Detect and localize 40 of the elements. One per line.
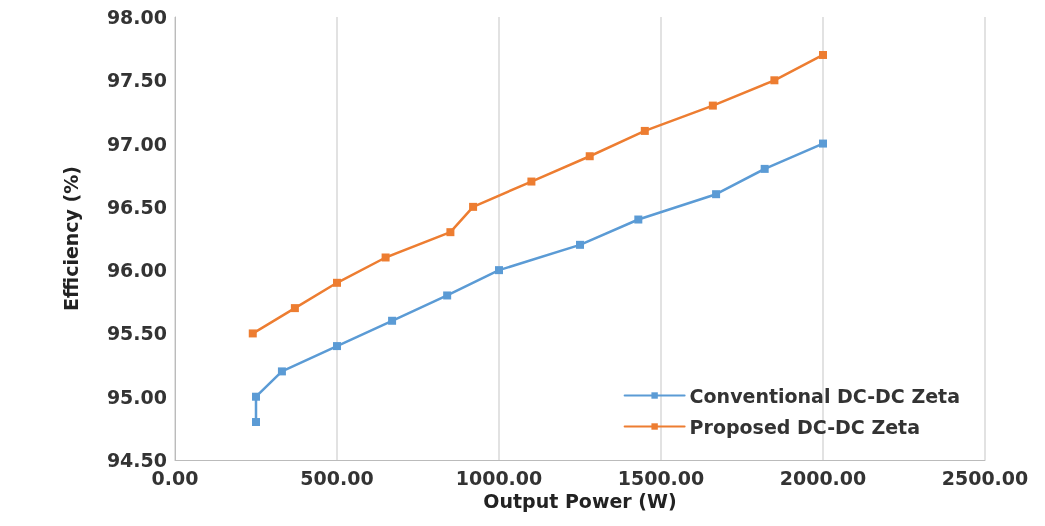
- x-tick-label: 500.00: [300, 466, 374, 489]
- point: [290, 304, 299, 313]
- point: [388, 316, 397, 325]
- legend-label: Conventional DC-DC Zeta: [689, 384, 961, 407]
- x-tick-label: 1500.00: [617, 466, 705, 489]
- legend-label: Proposed DC-DC Zeta: [689, 415, 920, 438]
- y-tick-label: 95.00: [106, 385, 167, 408]
- point: [277, 367, 286, 376]
- point: [819, 50, 827, 59]
- point: [760, 164, 769, 173]
- point: [248, 329, 257, 338]
- y-tick-label: 95.50: [106, 322, 167, 345]
- point: [712, 190, 721, 199]
- point: [252, 392, 260, 401]
- point: [333, 342, 341, 351]
- x-tick-label: 2000.00: [779, 466, 867, 489]
- x-axis-title: Output Power (W): [483, 490, 677, 513]
- point: [333, 278, 341, 287]
- y-tick-label: 98.00: [106, 6, 167, 28]
- point: [640, 126, 649, 135]
- point: [381, 253, 390, 262]
- x-tick-label: 2500.00: [941, 466, 1029, 489]
- y-tick-label: 96.00: [106, 259, 167, 282]
- point: [708, 101, 717, 110]
- point: [634, 215, 643, 224]
- point: [576, 240, 584, 249]
- point: [819, 139, 827, 148]
- point: [469, 202, 478, 211]
- y-axis-title: Efficiency (%): [59, 165, 82, 312]
- point: [495, 266, 503, 275]
- y-tick-label: 97.00: [106, 132, 167, 155]
- point: [252, 418, 260, 427]
- x-tick-label: 1000.00: [455, 466, 543, 489]
- y-tick-label: 97.50: [106, 69, 167, 92]
- point: [527, 177, 536, 186]
- point: [446, 228, 455, 237]
- y-tick-label: 96.50: [106, 195, 167, 218]
- point: [443, 291, 452, 300]
- point: [585, 152, 594, 161]
- point: [770, 76, 779, 85]
